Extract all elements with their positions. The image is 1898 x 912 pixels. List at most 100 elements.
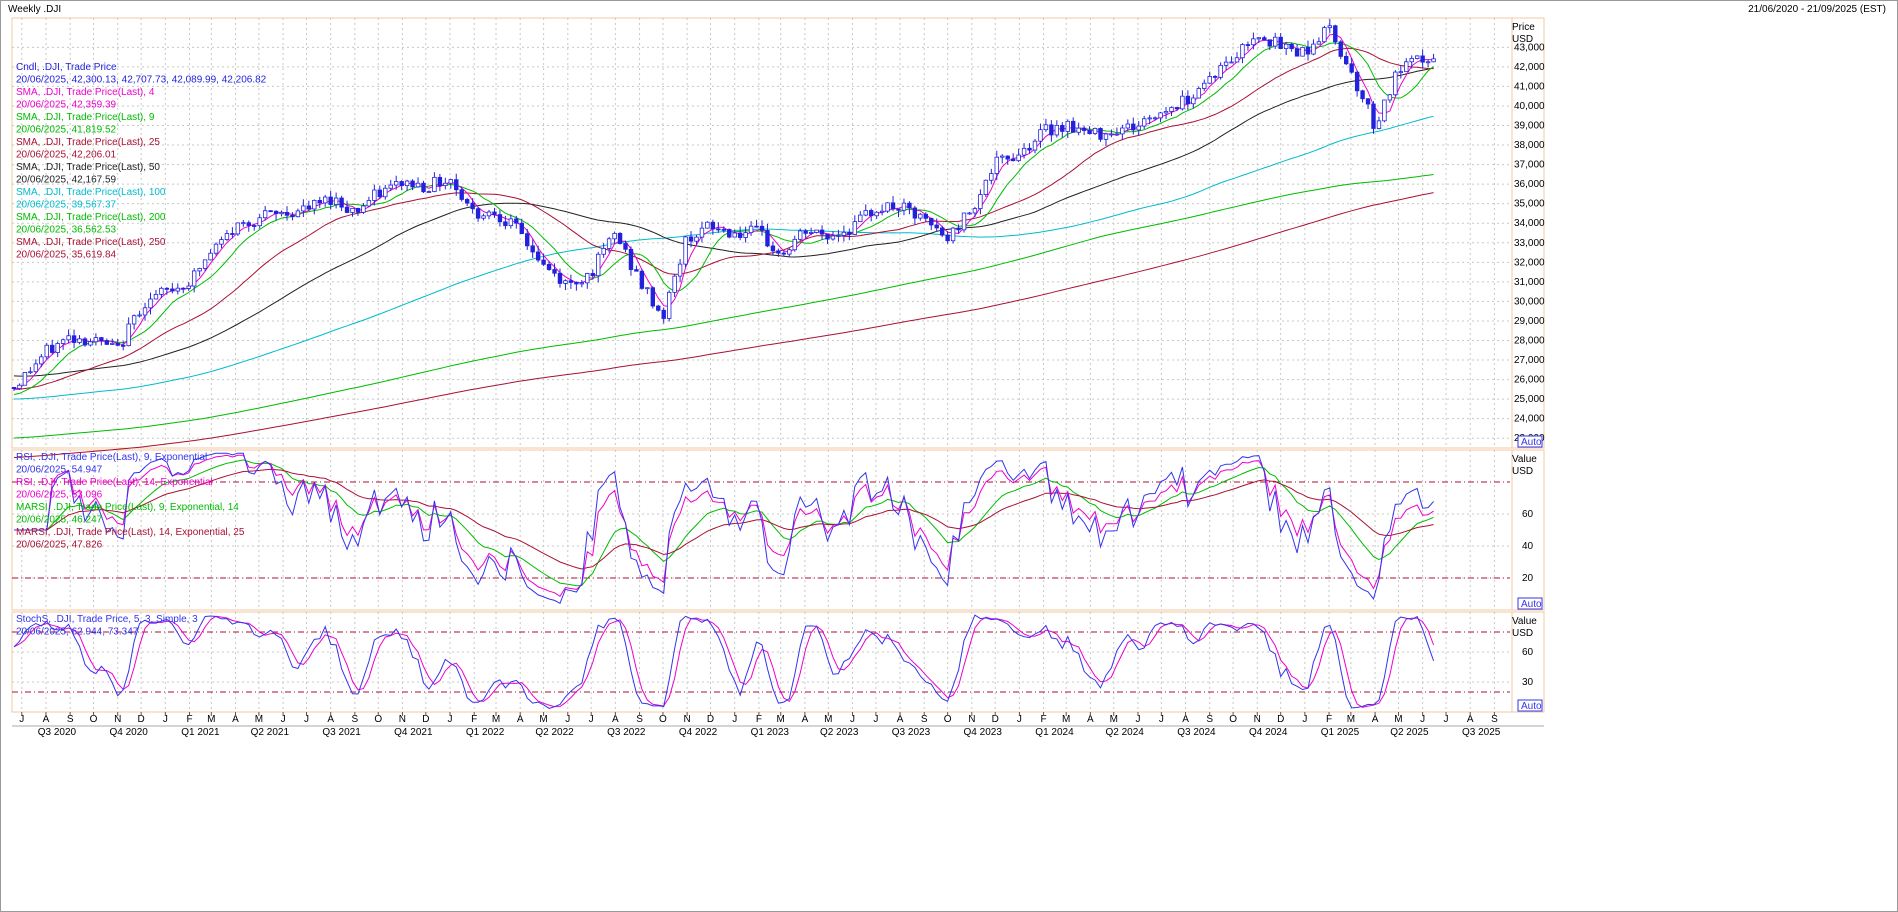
candle-body	[344, 206, 350, 213]
candle-body	[470, 202, 475, 210]
chart-title: Weekly .DJI	[8, 4, 62, 15]
x-tick-quarter: Q1 2025	[1321, 727, 1360, 738]
candle-body	[950, 227, 956, 242]
candle-body	[1273, 36, 1278, 47]
x-tick-quarter: Q1 2024	[1035, 727, 1074, 738]
candle-body	[1262, 37, 1267, 41]
candle-body	[492, 211, 497, 215]
candle-body	[612, 232, 617, 240]
legend-value: 20/06/2025, 39,567.37	[16, 200, 117, 211]
candle-body	[743, 232, 748, 238]
x-tick-quarter: Q2 2021	[251, 727, 290, 738]
x-tick-month: A	[327, 714, 334, 725]
y-tick-price: 40,000	[1514, 101, 1545, 112]
x-tick-month: M	[207, 714, 215, 725]
candle-body	[765, 230, 770, 247]
y-tick-price: 42,000	[1514, 62, 1545, 73]
candle-body	[1054, 124, 1060, 136]
x-tick-quarter: Q4 2020	[109, 727, 148, 738]
axis-unit-2: USD	[1512, 628, 1533, 639]
candle-body	[1180, 95, 1185, 110]
candle-body	[393, 181, 399, 186]
marsi-14-line	[14, 468, 1434, 570]
candle-body	[1311, 43, 1316, 55]
candle-body	[71, 335, 77, 343]
candle-body	[1202, 82, 1207, 89]
candle-body	[792, 238, 797, 251]
x-tick-month: J	[281, 714, 286, 725]
legend-name: SMA, .DJI, Trade Price(Last), 9	[16, 112, 155, 123]
legend-value: 20/06/2025, 41,819.52	[16, 125, 117, 136]
x-tick-month: J	[565, 714, 570, 725]
candle-body	[1207, 76, 1212, 84]
candle-body	[1125, 123, 1131, 129]
x-tick-quarter: Q3 2020	[38, 727, 77, 738]
legend-value: 20/06/2025, 42,300.13, 42,707.73, 42,089…	[16, 75, 267, 86]
candle-body	[606, 238, 612, 249]
x-tick-quarter: Q3 2025	[1462, 727, 1501, 738]
axis-unit-0: USD	[1512, 34, 1533, 45]
rsi-14-line	[14, 454, 1434, 597]
candle-body	[585, 273, 590, 284]
candle-body	[628, 248, 634, 270]
candle-body	[372, 189, 377, 201]
candle-body	[508, 218, 514, 227]
candle-body	[721, 228, 726, 231]
candle-body	[454, 179, 459, 191]
candle-body	[104, 340, 110, 345]
legend-name: Cndl, .DJI, Trade Price	[16, 62, 117, 73]
legend-name: RSI, .DJI, Trade Price(Last), 14, Expone…	[16, 477, 213, 488]
y-tick-value: 60	[1522, 509, 1534, 520]
candle-body	[1305, 46, 1311, 55]
candle-body	[530, 245, 535, 253]
legend-name: SMA, .DJI, Trade Price(Last), 4	[16, 87, 155, 98]
x-tick-quarter: Q1 2023	[751, 727, 790, 738]
candle-body	[290, 214, 295, 218]
candle-body	[1289, 43, 1294, 50]
candle-body	[1218, 64, 1223, 78]
candle-body	[131, 315, 137, 325]
x-tick-month: N	[114, 714, 121, 725]
candle-body	[1065, 120, 1070, 132]
x-tick-month: F	[1041, 714, 1047, 725]
candle-body	[93, 337, 99, 343]
candle-body	[366, 200, 372, 207]
candle-body	[967, 212, 972, 215]
x-tick-month: M	[539, 714, 547, 725]
candle-body	[656, 305, 661, 311]
x-tick-month: D	[1277, 714, 1284, 725]
x-tick-month: M	[1110, 714, 1118, 725]
y-tick-price: 28,000	[1514, 336, 1545, 347]
candle-body	[1043, 124, 1049, 131]
candle-body	[246, 222, 251, 226]
y-tick-price: 41,000	[1514, 81, 1545, 92]
x-tick-month: A	[612, 714, 619, 725]
candle-body	[295, 210, 301, 218]
candle-body	[279, 212, 284, 215]
stoch-d-line	[13, 615, 1435, 708]
x-tick-month: A	[232, 714, 239, 725]
candle-body	[11, 387, 17, 389]
candle-body	[1425, 61, 1431, 64]
candle-body	[28, 371, 33, 374]
candle-body	[535, 251, 541, 261]
y-tick-value: 20	[1522, 573, 1534, 584]
legend-value: 20/06/2025, 42,359.39	[16, 100, 117, 111]
candle-body	[355, 207, 361, 213]
x-tick-month: O	[944, 714, 952, 725]
candle-body	[312, 199, 317, 210]
x-tick-month: J	[448, 714, 453, 725]
x-tick-month: M	[1347, 714, 1355, 725]
legend-value: 20/06/2025, 53.096	[16, 490, 103, 501]
candle-body	[1409, 58, 1414, 63]
candle-body	[803, 230, 808, 234]
candle-body	[634, 269, 639, 272]
candle-body	[945, 234, 950, 242]
legend-value: 20/06/2025, 35,619.84	[16, 250, 117, 261]
candle-body	[1196, 88, 1201, 99]
candle-body	[907, 202, 912, 209]
sma-4-line	[13, 33, 1434, 390]
x-tick-quarter: Q3 2024	[1177, 727, 1216, 738]
candle-body	[1212, 76, 1218, 78]
